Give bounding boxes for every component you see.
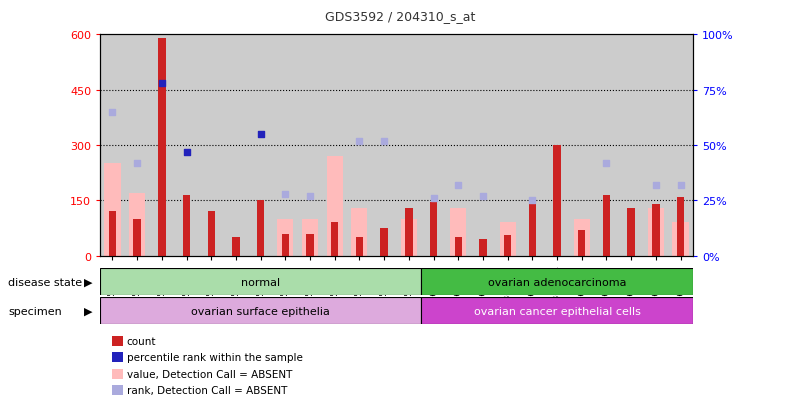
Bar [380, 228, 388, 256]
Bar [454, 237, 462, 256]
Text: percentile rank within the sample: percentile rank within the sample [127, 352, 303, 362]
Bar [134, 219, 141, 256]
Bar [109, 212, 116, 256]
Bar [421, 297, 693, 324]
Point [452, 182, 465, 189]
Text: specimen: specimen [8, 306, 62, 316]
Bar [677, 197, 684, 256]
Bar [282, 234, 289, 256]
Point [526, 197, 539, 204]
Point [650, 182, 662, 189]
Text: disease state: disease state [8, 277, 83, 287]
Bar [578, 230, 586, 256]
Text: ovarian surface epithelia: ovarian surface epithelia [191, 306, 330, 316]
Bar [553, 146, 561, 256]
Bar [306, 234, 314, 256]
Bar [257, 201, 264, 256]
Bar [183, 195, 191, 256]
Text: rank, Detection Call = ABSENT: rank, Detection Call = ABSENT [127, 385, 287, 395]
Point [155, 81, 168, 87]
Bar [479, 240, 487, 256]
Bar [158, 39, 166, 256]
Bar [421, 268, 693, 295]
Bar [331, 223, 339, 256]
Text: ▶: ▶ [83, 306, 92, 316]
Point [674, 182, 687, 189]
Bar [100, 297, 421, 324]
Point [131, 160, 143, 166]
Bar [652, 204, 659, 256]
Text: normal: normal [241, 277, 280, 287]
Point [600, 160, 613, 166]
Text: ovarian adenocarcinoma: ovarian adenocarcinoma [488, 277, 626, 287]
Point [254, 131, 267, 138]
Point [378, 138, 391, 145]
Point [304, 193, 316, 200]
Point [180, 149, 193, 156]
Bar [356, 237, 363, 256]
Bar [100, 268, 421, 295]
Bar [430, 203, 437, 256]
Bar [673, 223, 689, 256]
Point [477, 193, 489, 200]
Bar [327, 157, 343, 256]
Bar [104, 164, 120, 256]
Bar [602, 195, 610, 256]
Text: count: count [127, 336, 156, 346]
Bar [129, 193, 145, 256]
Point [353, 138, 366, 145]
Bar [574, 219, 590, 256]
Bar [405, 208, 413, 256]
Point [106, 109, 119, 116]
Text: GDS3592 / 204310_s_at: GDS3592 / 204310_s_at [325, 10, 476, 23]
Bar [207, 212, 215, 256]
Bar [232, 237, 239, 256]
Text: value, Detection Call = ABSENT: value, Detection Call = ABSENT [127, 369, 292, 379]
Point [427, 195, 440, 202]
Bar [504, 236, 511, 256]
Bar [648, 208, 664, 256]
Point [279, 191, 292, 197]
Bar [400, 219, 417, 256]
Bar [302, 219, 318, 256]
Bar [627, 208, 635, 256]
Bar [500, 223, 516, 256]
Text: ▶: ▶ [83, 277, 92, 287]
Bar [529, 201, 536, 256]
Text: ovarian cancer epithelial cells: ovarian cancer epithelial cells [473, 306, 641, 316]
Bar [352, 208, 368, 256]
Bar [277, 219, 293, 256]
Bar [450, 208, 466, 256]
